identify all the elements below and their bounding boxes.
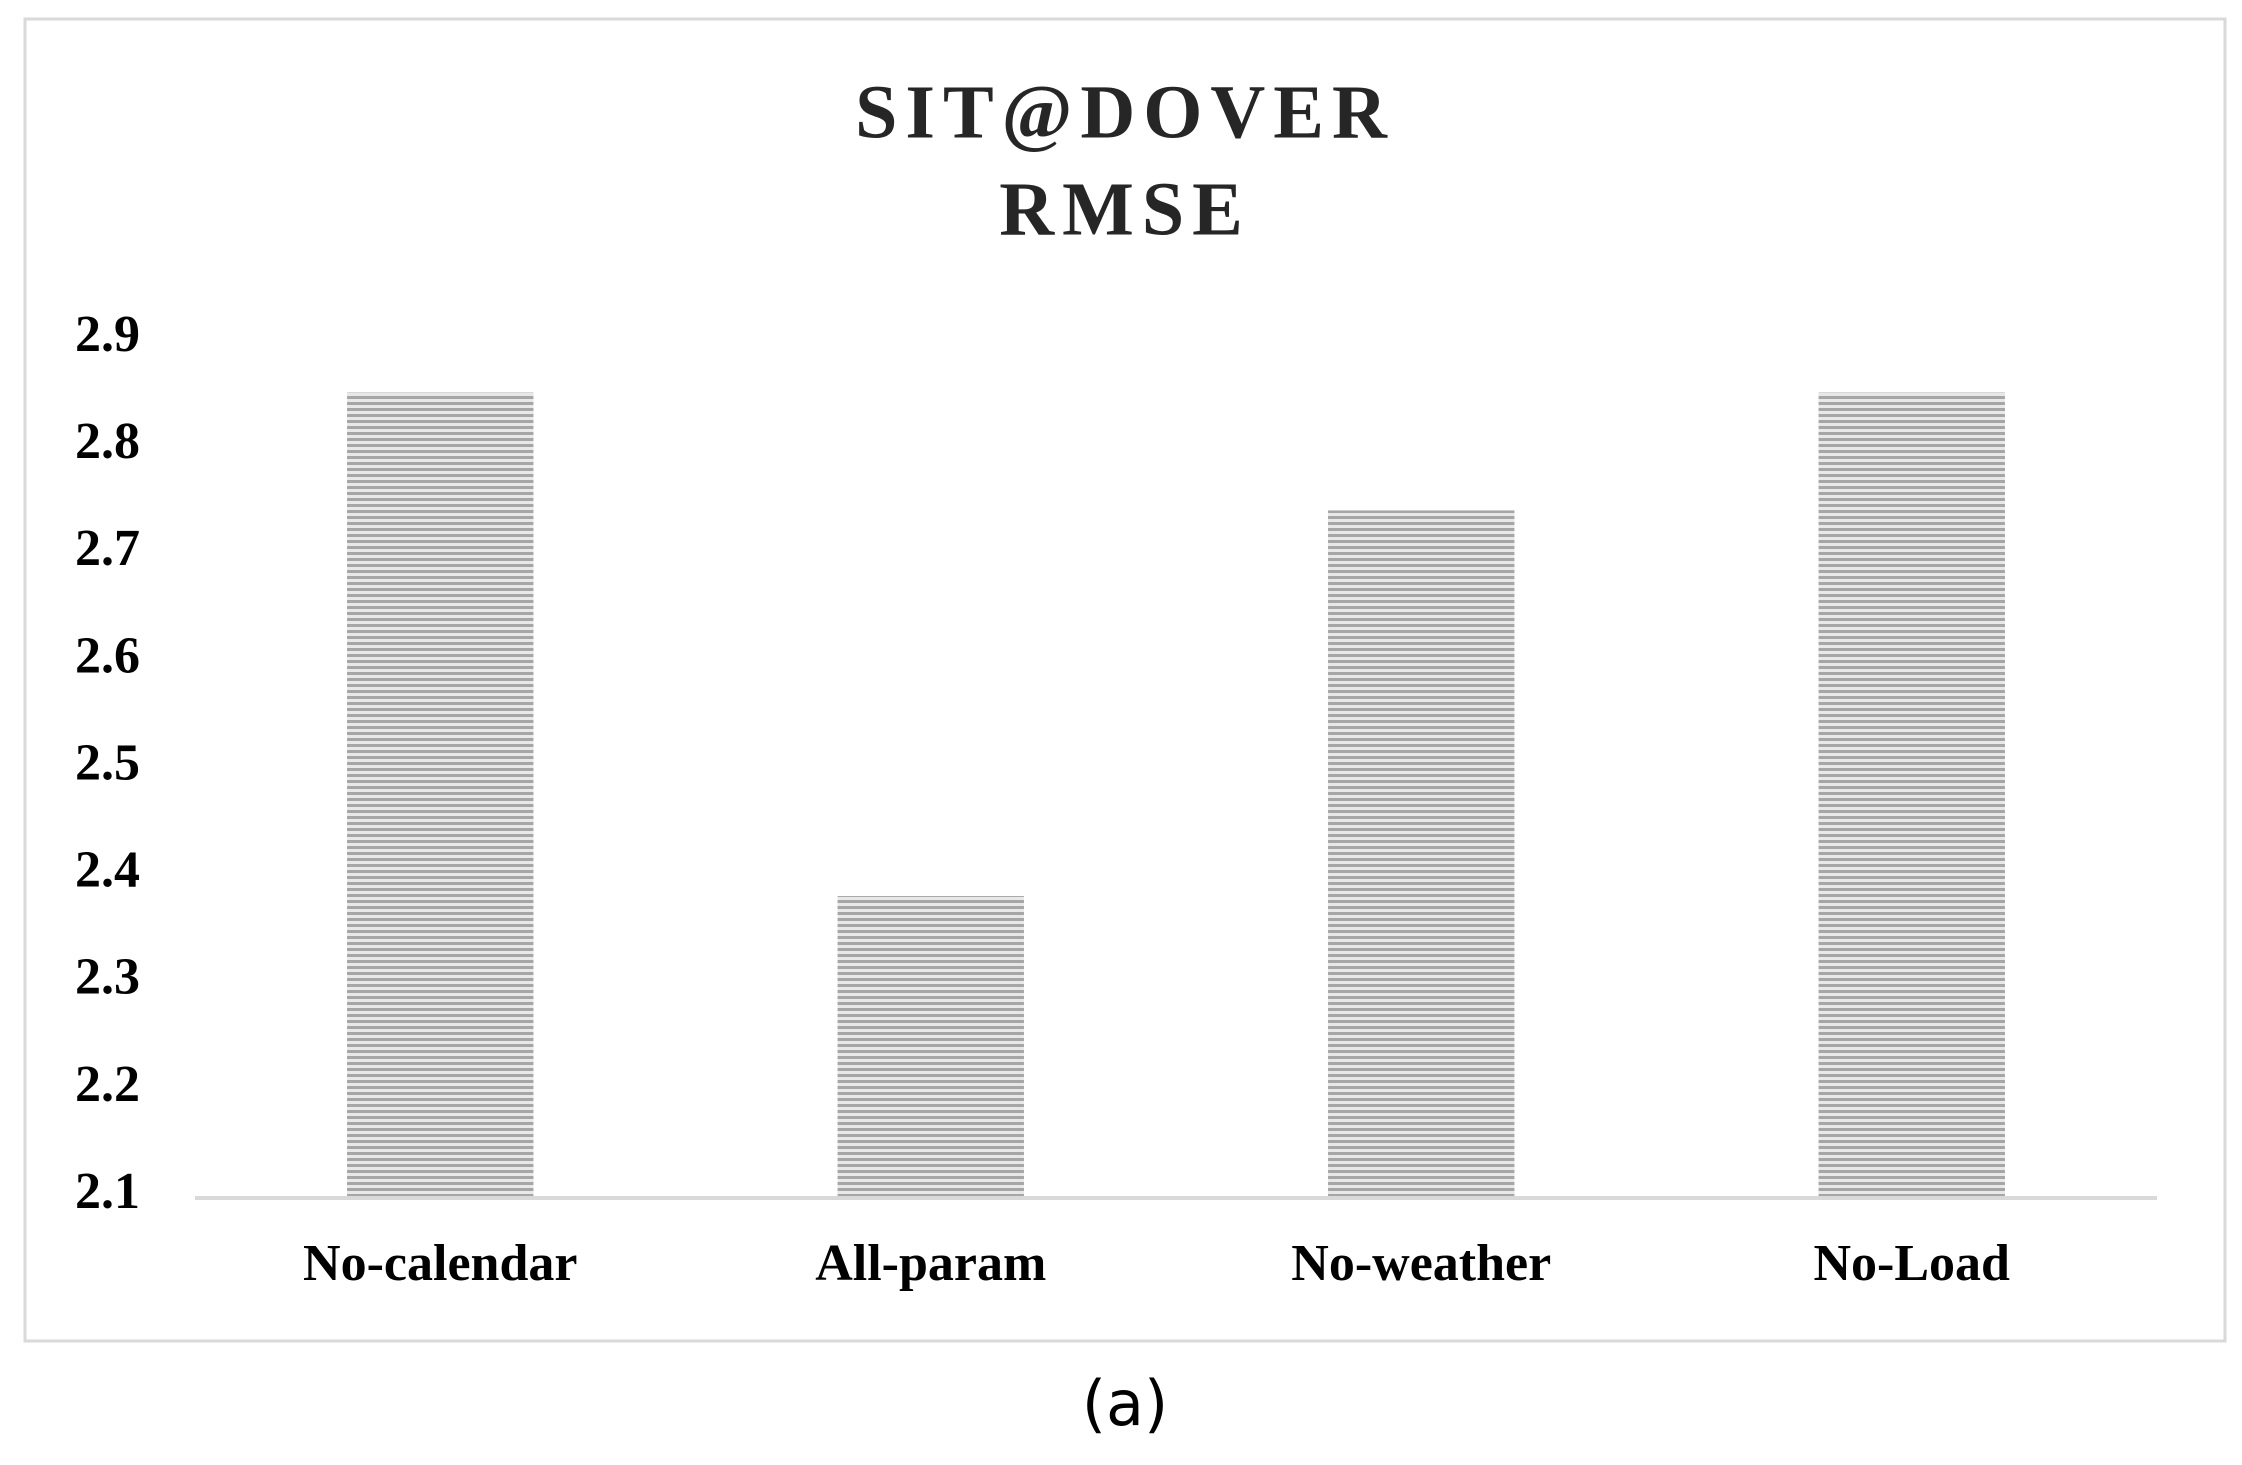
bar bbox=[837, 896, 1024, 1196]
x-tick-label: No-calendar bbox=[303, 1235, 577, 1292]
bar bbox=[1818, 392, 2005, 1196]
y-tick-label: 2.1 bbox=[75, 1163, 140, 1220]
y-tick-label: 2.4 bbox=[75, 842, 140, 899]
chart-subtitle: RMSE bbox=[999, 167, 1251, 251]
y-tick-label: 2.7 bbox=[75, 520, 140, 577]
bar bbox=[347, 392, 534, 1196]
bar bbox=[1328, 510, 1515, 1196]
y-tick-label: 2.6 bbox=[75, 627, 140, 684]
y-tick-label: 2.5 bbox=[75, 734, 140, 791]
x-tick-label: No-weather bbox=[1291, 1235, 1551, 1292]
x-tick-label: All-param bbox=[815, 1235, 1046, 1292]
chart-title: SIT@DOVER bbox=[855, 70, 1395, 154]
y-tick-label: 2.3 bbox=[75, 949, 140, 1006]
caption: (a) bbox=[1082, 1367, 1168, 1440]
y-tick-label: 2.2 bbox=[75, 1056, 140, 1113]
y-tick-label: 2.8 bbox=[75, 413, 140, 470]
x-tick-label: No-Load bbox=[1814, 1235, 2011, 1292]
y-tick-label: 2.9 bbox=[75, 306, 140, 363]
